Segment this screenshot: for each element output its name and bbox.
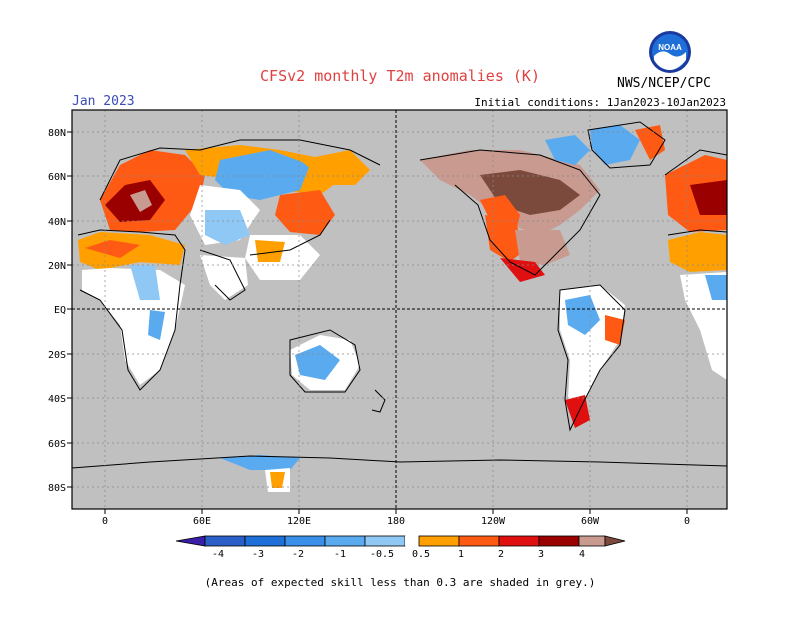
colorbar-tick-label: -2 [292, 549, 304, 560]
lat-label: 80N [48, 128, 66, 139]
lon-label: 0 [102, 516, 108, 527]
agency-label: NWS/NCEP/CPC [617, 76, 711, 91]
lat-label: 40N [48, 217, 66, 228]
colorbar-arrow-right [604, 535, 626, 547]
mexico-red [500, 258, 545, 282]
colorbar-swatch [405, 536, 419, 546]
greenland-warm [635, 125, 665, 160]
europe-right-strong [690, 180, 727, 215]
lat-label: 60N [48, 172, 66, 183]
africa-cool-2 [148, 310, 165, 340]
colorbar-swatch [204, 535, 246, 547]
colorbar-swatch [324, 535, 366, 547]
noaa-logo: NOAA [649, 31, 691, 73]
africa-right-warm [668, 232, 727, 272]
colorbar-tick-label: 4 [579, 549, 585, 560]
lat-label: EQ [54, 305, 66, 316]
colorbar-swatch [578, 535, 606, 547]
colorbar-swatch [418, 535, 460, 547]
lat-label: 20S [48, 350, 66, 361]
lat-label: 80S [48, 483, 66, 494]
anomaly-fields [78, 125, 727, 492]
lon-label: 0 [684, 516, 690, 527]
africa-right-cool [705, 275, 727, 300]
lon-label: 60W [581, 516, 600, 527]
europe-peak-anomaly [130, 190, 152, 212]
lon-label: 120E [287, 516, 311, 527]
lon-label: 60E [193, 516, 211, 527]
colorbar-swatch [538, 535, 580, 547]
colorbar-tick-label: 2 [498, 549, 504, 560]
africa-cool [130, 265, 160, 300]
colorbar-tick-label: -4 [212, 549, 224, 560]
usa-warm [515, 230, 570, 265]
greenland-cool [590, 125, 640, 165]
usa-west-red [485, 215, 525, 262]
siberia-cool [215, 150, 310, 200]
colorbar-swatches [175, 535, 626, 547]
lon-label: 120W [481, 516, 506, 527]
arctic-canada-cool [545, 135, 590, 165]
colorbar-arrow-left [175, 535, 206, 547]
mongolia-warm [275, 190, 335, 235]
argentina-red [565, 395, 590, 428]
brazil-warm [605, 315, 625, 345]
colorbar-tick-label: 0.5 [412, 549, 430, 560]
colorbar-tick-label: 1 [458, 549, 464, 560]
graticule [72, 110, 727, 509]
colorbar-swatch [364, 535, 406, 547]
lon-label: 180 [387, 516, 405, 527]
lat-label: 40S [48, 394, 66, 405]
india-white [200, 255, 248, 300]
colorbar-swatch [284, 535, 326, 547]
sahara-orange [85, 240, 140, 258]
svg-text:NOAA: NOAA [658, 43, 682, 52]
china-warm [255, 240, 285, 262]
lat-label: 60S [48, 439, 66, 450]
central-asia-cool [205, 210, 250, 245]
lat-label: 20N [48, 261, 66, 272]
coastlines [72, 121, 727, 469]
forecast-month: Jan 2023 [72, 94, 135, 109]
tick-marks [67, 131, 688, 514]
initial-conditions: Initial conditions: 1Jan2023-10Jan2023 [474, 96, 726, 109]
colorbar-swatch [244, 535, 286, 547]
colorbar-tick-label: 3 [538, 549, 544, 560]
colorbar-tick-label: -1 [334, 549, 346, 560]
antarctica-orange [270, 472, 285, 488]
colorbar-tick-label: -3 [252, 549, 264, 560]
colorbar-tick-label: -0.5 [370, 549, 394, 560]
amazon-cool [565, 295, 600, 335]
colorbar-swatch [498, 535, 540, 547]
colorbar-swatch [458, 535, 500, 547]
chart-title: CFSv2 monthly T2m anomalies (K) [260, 67, 540, 85]
antarctica-cool [220, 455, 300, 470]
footnote: (Areas of expected skill less than 0.3 a… [204, 576, 596, 589]
